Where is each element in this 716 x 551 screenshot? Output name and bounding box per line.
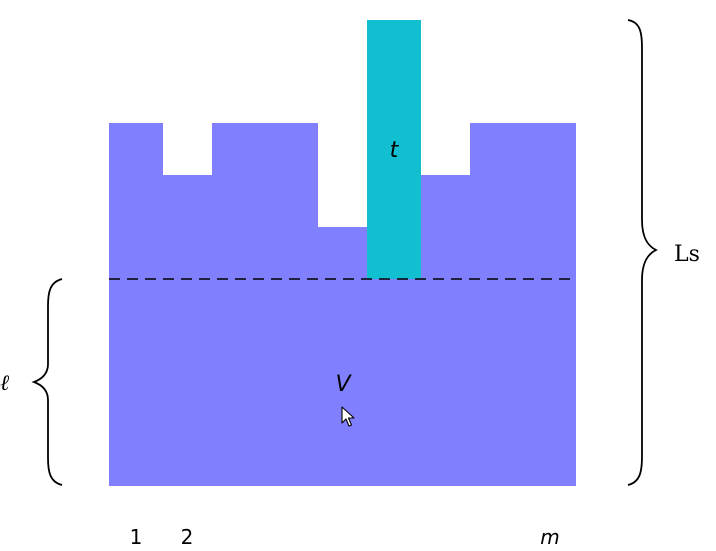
label-ell: ℓ <box>0 371 10 396</box>
brace-left <box>31 278 63 486</box>
index-2: 2 <box>181 525 194 549</box>
mouse-pointer-icon <box>341 406 355 427</box>
label-v: V <box>335 372 352 397</box>
brace-right <box>627 19 659 486</box>
region-v-shape <box>109 123 576 486</box>
index-1: 1 <box>130 525 143 549</box>
label-ls: Ls <box>674 242 700 267</box>
label-t: t <box>390 138 400 163</box>
index-m: m <box>540 525 559 549</box>
bar-t <box>367 20 421 279</box>
